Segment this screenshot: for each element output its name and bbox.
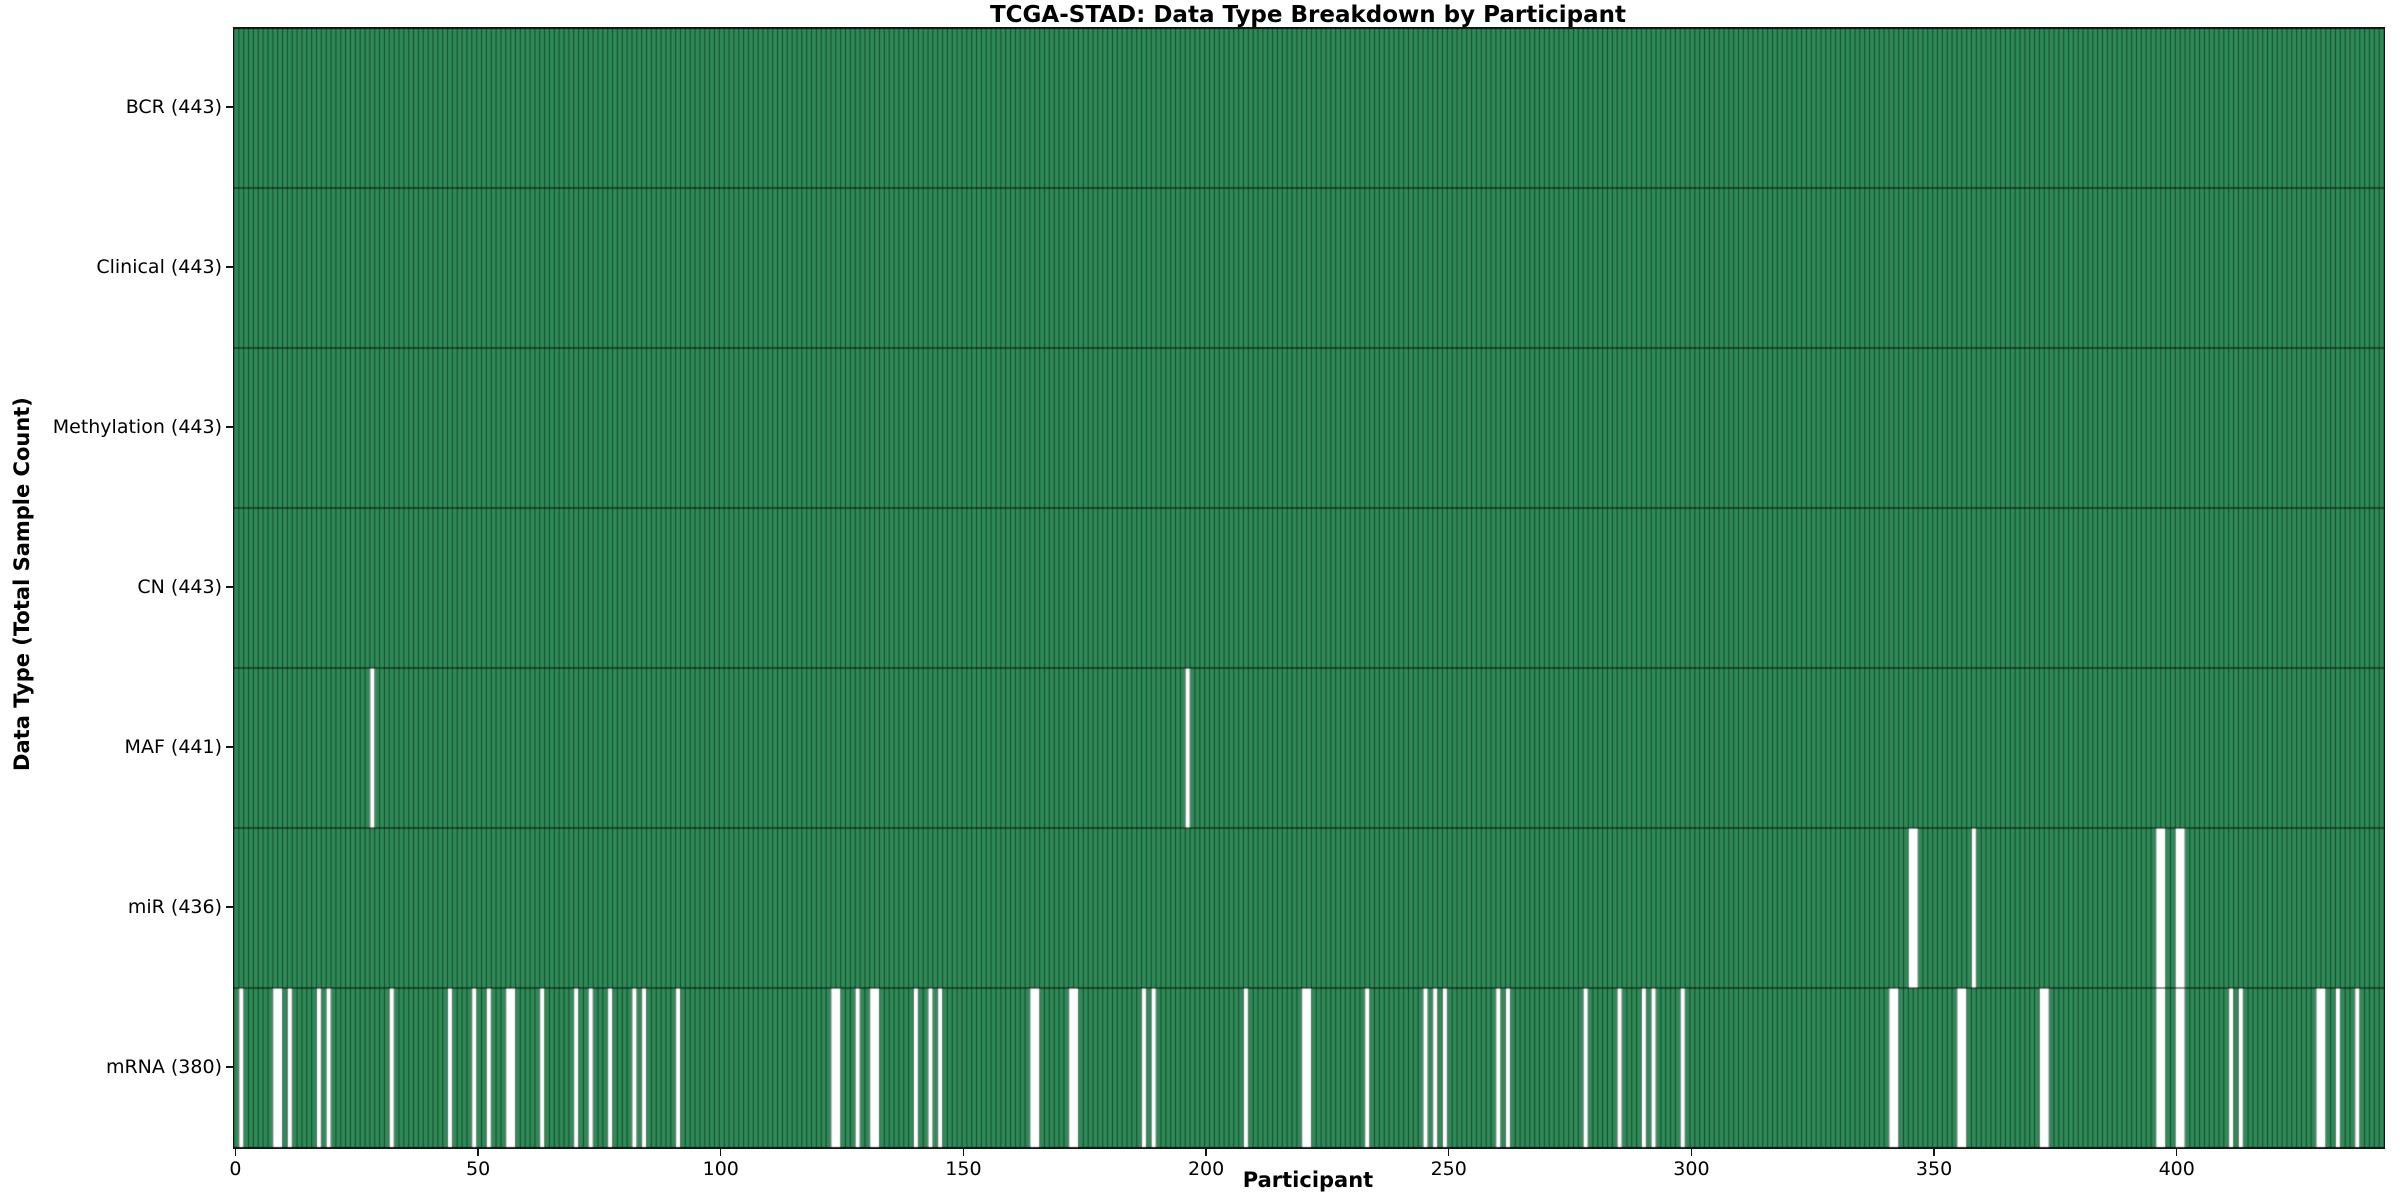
y-tick-label: MAF (441) — [124, 736, 222, 758]
plot-area: Present Absent — [233, 27, 2385, 1149]
y-tick-label: CN (443) — [137, 576, 222, 598]
x-tick-mark — [1205, 1148, 1207, 1156]
x-tick-mark — [1933, 1148, 1935, 1156]
x-tick-mark — [1448, 1148, 1450, 1156]
y-tick-mark — [226, 1066, 233, 1068]
x-axis-label: Participant — [1242, 1168, 1374, 1192]
y-tick-mark — [226, 266, 233, 268]
y-tick-mark — [226, 746, 233, 748]
chart-title: TCGA-STAD: Data Type Breakdown by Partic… — [989, 2, 1626, 28]
x-tick-label: 400 — [2158, 1158, 2195, 1180]
x-tick-mark — [720, 1148, 722, 1156]
x-tick-mark — [2176, 1148, 2178, 1156]
y-tick-label: mRNA (380) — [105, 1056, 222, 1078]
x-tick-label: 300 — [1673, 1158, 1710, 1180]
y-tick-mark — [226, 106, 233, 108]
x-tick-label: 0 — [229, 1158, 242, 1180]
y-tick-mark — [226, 906, 233, 908]
y-tick-label: miR (436) — [127, 896, 222, 918]
y-tick-label: Clinical (443) — [96, 256, 222, 278]
x-tick-mark — [1690, 1148, 1693, 1156]
x-tick-label: 250 — [1430, 1158, 1467, 1180]
y-tick-label: BCR (443) — [125, 96, 222, 118]
x-tick-label: 200 — [1187, 1158, 1225, 1180]
y-tick-mark — [226, 586, 233, 588]
y-tick-label: Methylation (443) — [52, 416, 222, 438]
x-tick-label: 100 — [702, 1158, 739, 1180]
x-tick-label: 350 — [1915, 1158, 1953, 1180]
x-tick-mark — [962, 1148, 965, 1156]
presence-matrix-canvas — [234, 28, 2384, 1148]
x-tick-mark — [477, 1148, 479, 1156]
x-tick-label: 150 — [945, 1158, 982, 1180]
x-tick-mark — [234, 1148, 237, 1156]
x-tick-label: 50 — [465, 1158, 491, 1180]
y-tick-mark — [226, 426, 233, 428]
